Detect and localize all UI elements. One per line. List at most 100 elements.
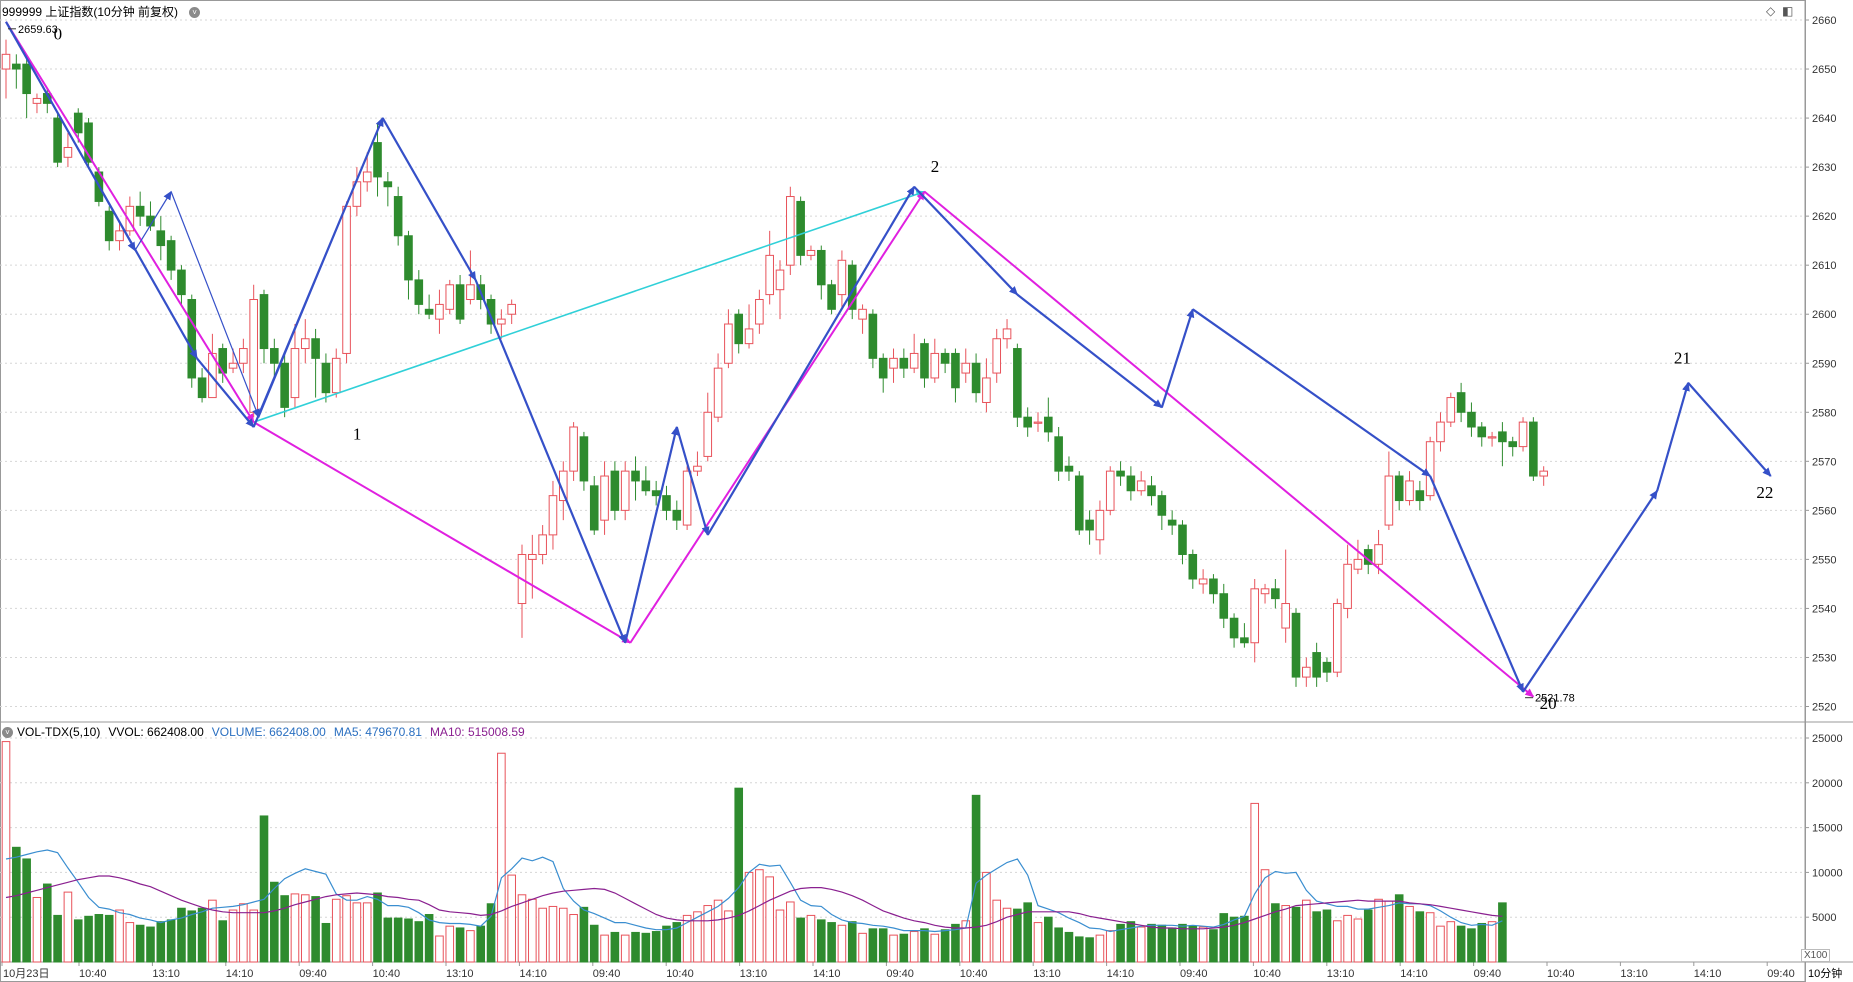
volume-bar-down — [1312, 911, 1321, 963]
volume-bar-up — [342, 895, 351, 963]
volume-bar-down — [1064, 931, 1074, 963]
candle-up — [569, 426, 578, 472]
volume-bar-up — [528, 898, 537, 963]
candle-up — [497, 318, 506, 325]
candle-up — [228, 362, 238, 369]
candle-up — [682, 470, 692, 526]
price-tick-label: 2540 — [1812, 603, 1836, 615]
volume-bar-down — [53, 914, 62, 963]
cyan-wave — [253, 190, 926, 423]
volume-bar-up — [569, 914, 578, 963]
time-tick-label: 13:10 — [152, 968, 180, 980]
candle-down — [1209, 578, 1218, 595]
volume-bar-down — [84, 915, 93, 963]
volume-bar-down — [1147, 923, 1156, 963]
candle-down — [12, 63, 21, 70]
time-tick-label: 13:10 — [1327, 968, 1355, 980]
volume-bar-down — [1178, 923, 1187, 963]
volume-bar-down — [1322, 909, 1332, 963]
volume-bar-down — [414, 921, 424, 963]
candle-up — [693, 465, 702, 472]
chevron-down-icon[interactable]: ˅ — [2, 727, 13, 739]
candle-down — [1229, 617, 1239, 639]
volume-bar-down — [455, 927, 465, 963]
blue-wave-segment — [1522, 489, 1659, 693]
volume-bar-up — [1033, 922, 1043, 963]
candle-down — [197, 377, 207, 399]
candle-up — [538, 534, 547, 555]
candle-up — [1260, 588, 1270, 595]
price-tick-label: 2530 — [1812, 652, 1836, 664]
volume-bar-down — [1074, 936, 1084, 963]
candle-up — [528, 553, 537, 560]
volume-bar-up — [115, 909, 124, 963]
volume-bar-down — [1167, 927, 1177, 963]
blue-wave-segment — [706, 185, 916, 536]
volume-bar-up — [1095, 934, 1105, 963]
candle-down — [135, 205, 145, 217]
volume-bar-down — [177, 907, 186, 963]
ma5-label: MA5: 479670.81 — [333, 725, 422, 739]
candle-down — [1044, 416, 1053, 433]
chevron-down-icon[interactable]: ˅ — [189, 7, 201, 19]
volume-bar-up — [744, 871, 754, 963]
volume-bar-up — [620, 934, 630, 963]
candle-up — [1095, 509, 1105, 541]
volume-tick-label: 25000 — [1812, 733, 1843, 745]
candle-up — [889, 357, 898, 369]
volume-bar-up — [600, 934, 609, 963]
candle-down — [1126, 475, 1136, 492]
candle-up — [703, 411, 713, 457]
volume-bar-up — [300, 894, 310, 963]
diamond-icon[interactable]: ◇ — [1766, 4, 1776, 18]
volume-bar-up — [1487, 921, 1497, 963]
time-tick-label: 10:40 — [1547, 968, 1575, 980]
candle-down — [321, 362, 331, 394]
volume-bar-down — [899, 933, 909, 963]
candle-up — [765, 254, 774, 296]
panel-toggle-icon[interactable]: ◧ — [1782, 4, 1794, 18]
candle-up — [300, 338, 310, 350]
volume-bar-up — [930, 933, 940, 963]
volume-bar-up — [435, 935, 444, 963]
candle-down — [847, 264, 857, 310]
volume-bar-down — [1188, 925, 1198, 963]
time-tick-label: 13:10 — [1620, 968, 1648, 980]
candle-down — [951, 352, 960, 389]
vvol-label: VVOL: 662408.00 — [108, 725, 204, 739]
volume-bar-down — [373, 892, 382, 963]
volume-bar-down — [847, 921, 857, 963]
candle-up — [775, 269, 785, 291]
volume-bar-up — [63, 891, 73, 963]
volume-bar-up — [1374, 898, 1383, 963]
volume-bar-up — [497, 752, 506, 963]
volume-bar-down — [197, 907, 207, 963]
price-tick-label: 2570 — [1812, 456, 1836, 468]
volume-bar-up — [1136, 926, 1146, 963]
candle-up — [125, 205, 135, 232]
volume-bar-down — [1023, 902, 1032, 963]
candle-down — [373, 142, 382, 178]
candle-down — [631, 470, 640, 482]
candle-down — [672, 509, 682, 521]
magenta-wave-segment — [5, 21, 255, 423]
volume-bar-down — [662, 925, 671, 963]
volume-bar-down — [920, 928, 929, 963]
ma10-label: MA10: 515008.59 — [429, 725, 525, 739]
blue-wave-segment — [252, 117, 384, 428]
time-tick-label: 14:10 — [1107, 968, 1135, 980]
volume-label: VOLUME: 662408.00 — [211, 725, 326, 739]
volume-bar-up — [1405, 905, 1414, 963]
candle-down — [1167, 519, 1177, 526]
volume-bar-up — [806, 914, 816, 963]
volume-bar-down — [1467, 928, 1476, 963]
candle-down — [1157, 495, 1167, 516]
scale-label: X100 — [1801, 949, 1831, 962]
volume-bar-down — [1498, 902, 1507, 963]
period-label[interactable]: 10分钟 — [1808, 968, 1843, 980]
candle-down — [1456, 392, 1466, 413]
volume-bar-up — [1446, 921, 1456, 963]
blue-wave-segment — [1429, 475, 1525, 693]
candle-up — [1, 53, 11, 70]
candle-up — [724, 323, 733, 364]
